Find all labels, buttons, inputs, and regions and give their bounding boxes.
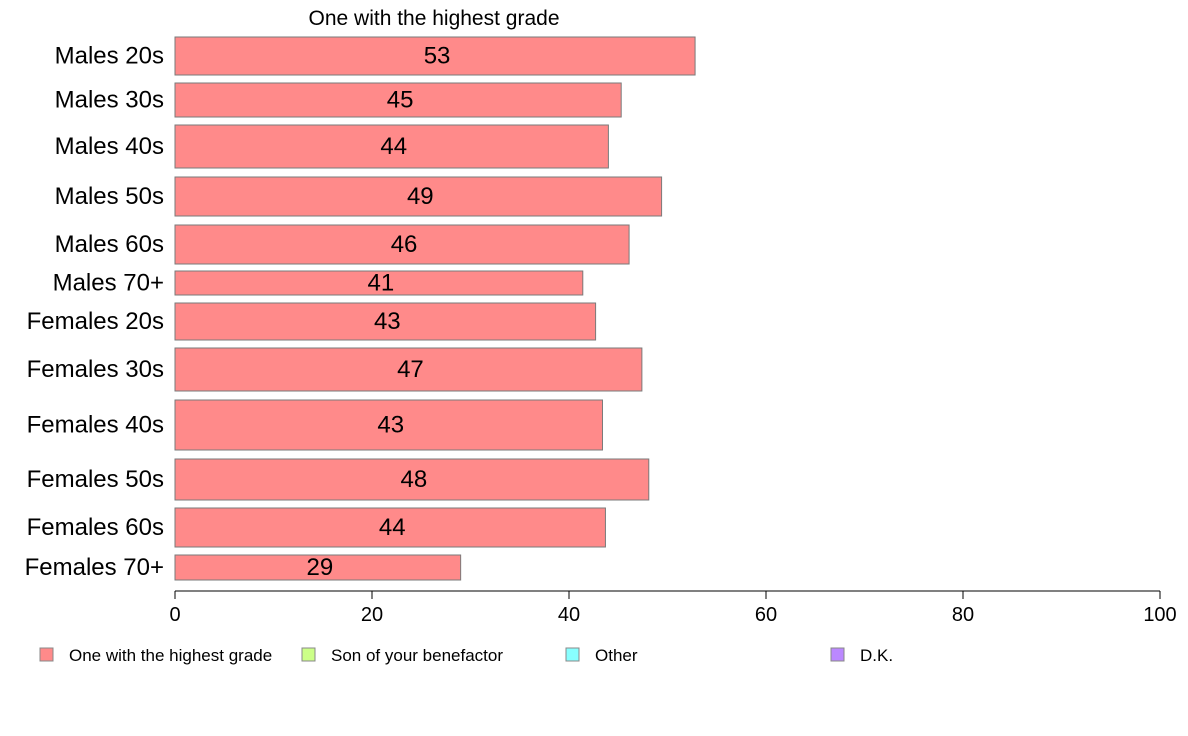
value-label: 49 [407, 183, 434, 210]
bar-2 [174, 124, 609, 169]
x-tick-label: 40 [558, 604, 580, 626]
value-label: 43 [377, 412, 404, 439]
legend-swatch [830, 647, 845, 662]
bar-7 [174, 347, 643, 392]
value-label: 43 [374, 308, 401, 335]
legend-label: Son of your benefactor [331, 646, 503, 665]
legend-label: One with the highest grade [69, 646, 272, 665]
category-label: Males 20s [55, 43, 164, 70]
x-axis: 0 20 40 60 80 100 [169, 590, 1177, 626]
value-label: 29 [306, 554, 333, 581]
x-tick-label: 60 [755, 604, 777, 626]
bar-9 [174, 458, 650, 501]
x-tick-label: 100 [1143, 604, 1176, 626]
legend-item: D.K. [830, 646, 893, 665]
category-label: Females 40s [27, 412, 164, 439]
value-label: 44 [379, 514, 406, 541]
legend-swatch [565, 647, 580, 662]
category-label: Females 60s [27, 514, 164, 541]
category-label: Males 50s [55, 183, 164, 210]
category-label: Females 70+ [25, 554, 164, 581]
legend-item: Son of your benefactor [301, 646, 503, 665]
category-label: Males 70+ [53, 270, 164, 297]
category-label: Males 40s [55, 133, 164, 160]
bar-0 [174, 36, 696, 76]
legend-swatch [301, 647, 316, 662]
category-label: Males 60s [55, 231, 164, 258]
legend-label: D.K. [860, 646, 893, 665]
category-label: Females 30s [27, 356, 164, 383]
value-label: 48 [401, 466, 428, 493]
legend-item: One with the highest grade [39, 646, 272, 665]
value-label: 47 [397, 356, 424, 383]
bar-1 [174, 82, 622, 118]
legend: One with the highest grade Son of your be… [39, 646, 893, 665]
x-tick-label: 20 [361, 604, 383, 626]
value-label: 44 [380, 133, 407, 160]
x-tick-label: 0 [169, 604, 180, 626]
value-label: 45 [387, 87, 414, 114]
bar-10 [174, 507, 606, 548]
bar-8 [174, 399, 603, 451]
category-label: Females 20s [27, 308, 164, 335]
category-label: Females 50s [27, 466, 164, 493]
value-label: 46 [391, 231, 418, 258]
bars [174, 36, 696, 581]
chart-title: One with the highest grade [309, 7, 560, 30]
bar-3 [174, 176, 663, 217]
category-labels: Males 20s Males 30s Males 40s Males 50s Male… [25, 43, 164, 582]
bar-4 [174, 224, 630, 265]
value-label: 41 [368, 270, 395, 297]
value-label: 53 [424, 43, 451, 70]
bar-11 [174, 554, 462, 581]
legend-label: Other [595, 646, 638, 665]
bar-6 [174, 302, 597, 341]
bar-5 [174, 270, 584, 296]
category-label: Males 30s [55, 87, 164, 114]
x-tick-label: 80 [952, 604, 974, 626]
legend-item: Other [565, 646, 638, 665]
legend-swatch [39, 647, 54, 662]
